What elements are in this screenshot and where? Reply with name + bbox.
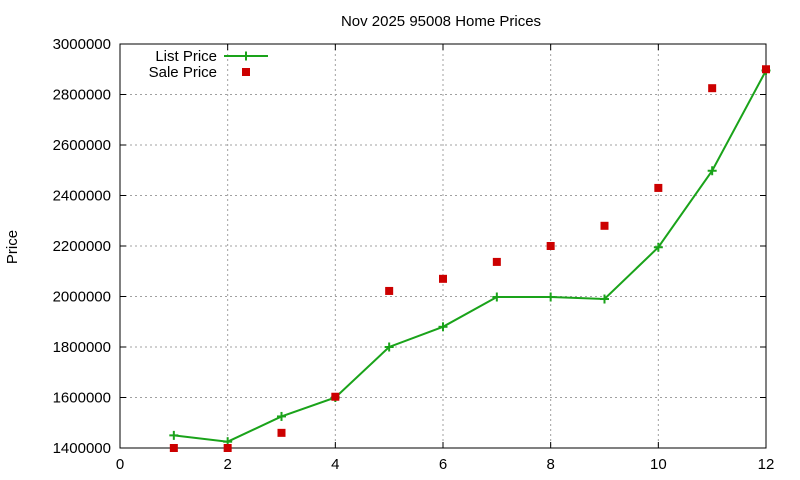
list-price-point	[277, 411, 286, 421]
list-price-point	[169, 430, 179, 440]
series-layer	[169, 65, 771, 452]
sale-price-point	[546, 242, 555, 250]
legend-label: Sale Price	[149, 64, 217, 81]
axis-ticks: 0 2 4 6 8 10 12 1400000 1600000 1800000 2000000 220…	[53, 36, 775, 473]
sale-price-point	[223, 444, 232, 452]
list-price-point	[492, 292, 502, 302]
list-price-point	[653, 242, 663, 252]
sale-price-point	[762, 65, 770, 74]
x-tick-label: 8	[546, 456, 554, 473]
list-price-point	[438, 322, 448, 332]
sale-price-point	[331, 392, 340, 401]
sale-price-point	[169, 444, 178, 452]
y-tick-label: 2800000	[53, 87, 111, 104]
x-tick-label: 12	[758, 456, 775, 473]
chart-title: Nov 2025 95008 Home Prices	[341, 13, 541, 30]
list-price-point	[384, 342, 394, 352]
sale-price-point	[492, 257, 501, 266]
sale-price-point	[708, 84, 717, 93]
y-tick-label: 1800000	[53, 339, 111, 356]
y-tick-label: 2200000	[53, 238, 111, 255]
legend-swatch-marker	[241, 51, 251, 61]
grid-lines	[120, 44, 766, 448]
y-tick-label: 2400000	[53, 188, 111, 205]
series-list-price	[169, 66, 771, 447]
sale-price-point	[600, 221, 609, 230]
y-tick-label: 2600000	[53, 137, 111, 154]
x-tick-label: 10	[650, 456, 667, 473]
x-tick-label: 4	[331, 456, 339, 473]
x-tick-label: 2	[223, 456, 231, 473]
list-price-point	[707, 166, 717, 176]
plot-frame	[119, 43, 767, 449]
sale-price-point	[277, 428, 286, 437]
y-tick-label: 1400000	[53, 440, 111, 457]
sale-price-point	[654, 183, 663, 192]
list-price-point	[600, 294, 609, 304]
sale-price-point	[385, 286, 394, 295]
x-tick-label: 0	[116, 456, 124, 473]
sale-price-point	[439, 274, 447, 283]
y-tick-label: 1600000	[53, 390, 111, 407]
x-tick-label: 6	[439, 456, 447, 473]
y-axis-label: Price	[4, 230, 21, 264]
series-sale-price	[169, 65, 770, 452]
list-price-point	[546, 292, 556, 302]
list-price-line	[173, 70, 767, 443]
legend-label: List Price	[155, 48, 217, 65]
y-tick-label: 3000000	[53, 36, 111, 53]
legend-swatch-marker	[242, 68, 250, 76]
y-tick-label: 2000000	[53, 289, 111, 306]
